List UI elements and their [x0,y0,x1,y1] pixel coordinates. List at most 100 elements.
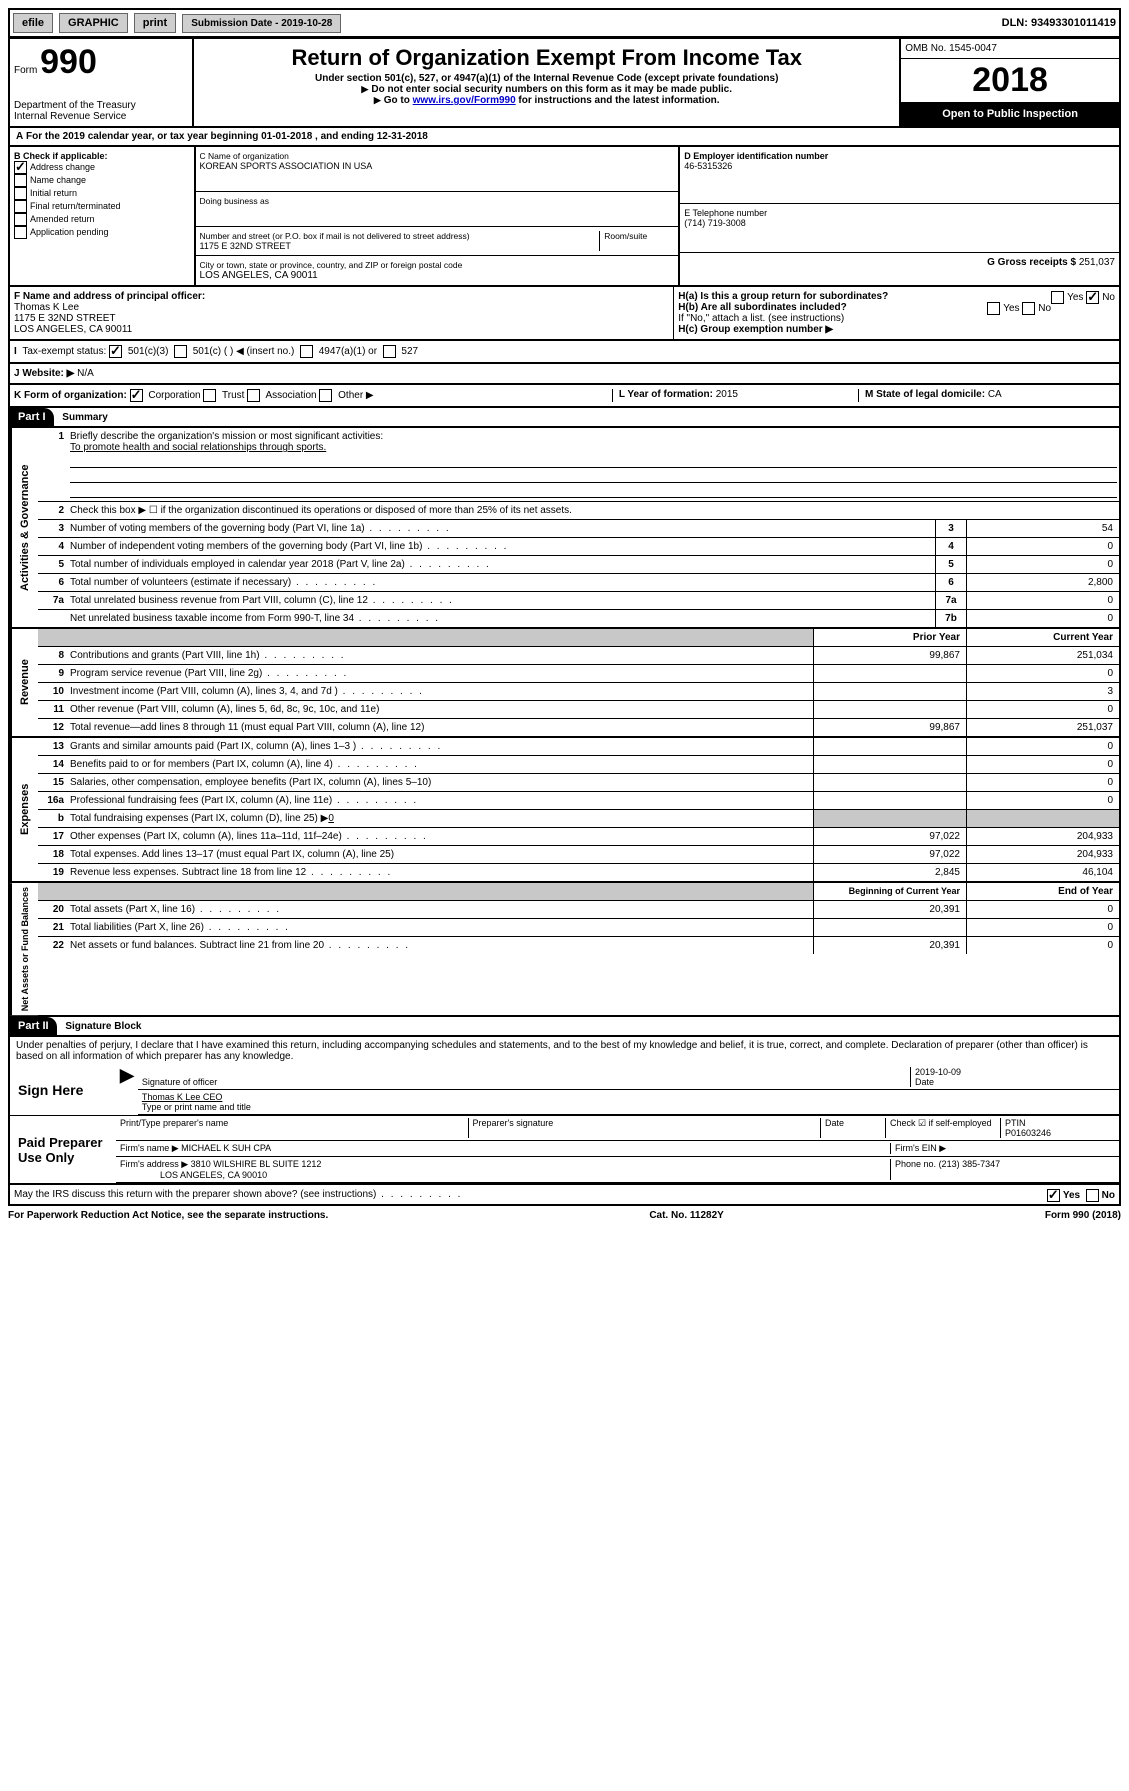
print-button[interactable]: print [134,13,176,33]
part-i-tab: Part I [10,408,54,426]
section-bcd: B Check if applicable: Address change Na… [8,147,1121,287]
arrow-icon: ▶ [116,1065,138,1115]
form-number: 990 [40,43,97,81]
section-klm: K Form of organization: Corporation Trus… [8,385,1121,408]
firm-address: 3810 WILSHIRE BL SUITE 1212 [191,1159,322,1169]
part-ii-tab: Part II [10,1017,57,1035]
ha-label: H(a) Is this a group return for subordin… [678,291,888,302]
firm-phone: (213) 385-7347 [939,1159,1001,1169]
pra-notice: For Paperwork Reduction Act Notice, see … [8,1210,328,1221]
city-state-zip: LOS ANGELES, CA 90011 [200,270,675,281]
hb-yes[interactable] [987,302,1000,315]
hb-label: H(b) Are all subordinates included? [678,302,847,313]
page-footer: For Paperwork Reduction Act Notice, see … [8,1206,1121,1225]
paid-preparer-label: Paid Preparer Use Only [10,1116,116,1183]
checkbox-pending[interactable] [14,226,27,239]
discuss-no[interactable] [1086,1189,1099,1202]
form-ref: Form 990 (2018) [1045,1210,1121,1221]
ptin-value: P01603246 [1005,1128,1051,1138]
v7b: 0 [966,610,1119,627]
ha-no[interactable] [1086,291,1099,304]
i-4947[interactable] [300,345,313,358]
graphic-button[interactable]: GRAPHIC [59,13,128,33]
side-expenses: Expenses [10,738,38,881]
officer-name: Thomas K Lee [14,302,79,313]
perjury-statement: Under penalties of perjury, I declare th… [8,1037,1121,1065]
j-label: Website: ▶ [22,368,74,379]
org-name: KOREAN SPORTS ASSOCIATION IN USA [200,161,675,171]
topbar: efile GRAPHIC print Submission Date - 20… [8,8,1121,39]
irs-link[interactable]: www.irs.gov/Form990 [413,95,516,106]
e-label: E Telephone number [684,208,767,218]
irs-label: Internal Revenue Service [14,111,188,122]
officer-addr1: 1175 E 32ND STREET [14,313,116,324]
room-label: Room/suite [599,231,674,251]
checkbox-name-change[interactable] [14,174,27,187]
k-assoc[interactable] [247,389,260,402]
v6: 2,800 [966,574,1119,591]
city-label: City or town, state or province, country… [200,260,675,270]
subtitle-3: Go to www.irs.gov/Form990 for instructio… [198,95,895,106]
tax-year: 2018 [901,59,1119,102]
m-label: M State of legal domicile: [865,389,985,400]
side-revenue: Revenue [10,629,38,736]
gross-receipts: 251,037 [1079,257,1115,268]
part-i-netassets: Net Assets or Fund Balances Beginning of… [8,883,1121,1017]
form-header: Form 990 Department of the Treasury Inte… [8,39,1121,128]
signature-block: Sign Here ▶ Signature of officer2019-10-… [8,1065,1121,1185]
b-label: B Check if applicable: [14,151,108,161]
hb-no[interactable] [1022,302,1035,315]
part-i-revenue: Revenue Prior YearCurrent Year 8Contribu… [8,629,1121,738]
street-address: 1175 E 32ND STREET [200,241,600,251]
dln: DLN: 93493301011419 [1002,17,1116,29]
subtitle-2: Do not enter social security numbers on … [198,84,895,95]
f-label: F Name and address of principal officer: [14,291,205,302]
firm-name: MICHAEL K SUH CPA [181,1143,271,1153]
i-527[interactable] [383,345,396,358]
website-value: N/A [77,368,94,379]
k-corp[interactable] [130,389,143,402]
i-501c[interactable] [174,345,187,358]
phone-value: (714) 719-3008 [684,218,746,228]
dba-label: Doing business as [200,196,675,206]
d-label: D Employer identification number [684,151,828,161]
checkbox-amended[interactable] [14,213,27,226]
part-i-expenses: Expenses 13Grants and similar amounts pa… [8,738,1121,883]
discuss-yes[interactable] [1047,1189,1060,1202]
part-i-governance: Activities & Governance 1Briefly describ… [8,428,1121,629]
line-a: A For the 2019 calendar year, or tax yea… [8,128,1121,147]
form-label: Form [14,65,37,76]
ha-yes[interactable] [1051,291,1064,304]
v3: 54 [966,520,1119,537]
omb-number: OMB No. 1545-0047 [901,39,1119,59]
discuss-row: May the IRS discuss this return with the… [8,1185,1121,1206]
cat-number: Cat. No. 11282Y [649,1210,723,1221]
mission-text: To promote health and social relationshi… [70,442,326,453]
subtitle-1: Under section 501(c), 527, or 4947(a)(1)… [198,73,895,84]
side-netassets: Net Assets or Fund Balances [10,883,38,1015]
efile-button[interactable]: efile [13,13,53,33]
section-j: J Website: ▶ N/A [8,364,1121,385]
k-other[interactable] [319,389,332,402]
c-name-label: C Name of organization [200,151,675,161]
open-public: Open to Public Inspection [901,102,1119,126]
v5: 0 [966,556,1119,573]
checkbox-initial[interactable] [14,187,27,200]
officer-sig-name: Thomas K Lee CEO [142,1092,223,1102]
section-i: I Tax-exempt status: 501(c)(3) 501(c) ( … [8,341,1121,364]
officer-addr2: LOS ANGELES, CA 90011 [14,324,132,335]
side-governance: Activities & Governance [10,428,38,627]
year-formation: 2015 [716,389,738,400]
dept-label: Department of the Treasury [14,100,188,111]
part-i-header: Part I Summary [8,408,1121,428]
checkbox-final[interactable] [14,200,27,213]
i-501c3[interactable] [109,345,122,358]
form-title: Return of Organization Exempt From Incom… [198,45,895,71]
col-b: B Check if applicable: Address change Na… [10,147,196,285]
part-ii-title: Signature Block [59,1021,141,1032]
k-trust[interactable] [203,389,216,402]
v4: 0 [966,538,1119,555]
l-label: L Year of formation: [619,389,713,400]
part-i-title: Summary [56,412,108,423]
checkbox-address-change[interactable] [14,161,27,174]
